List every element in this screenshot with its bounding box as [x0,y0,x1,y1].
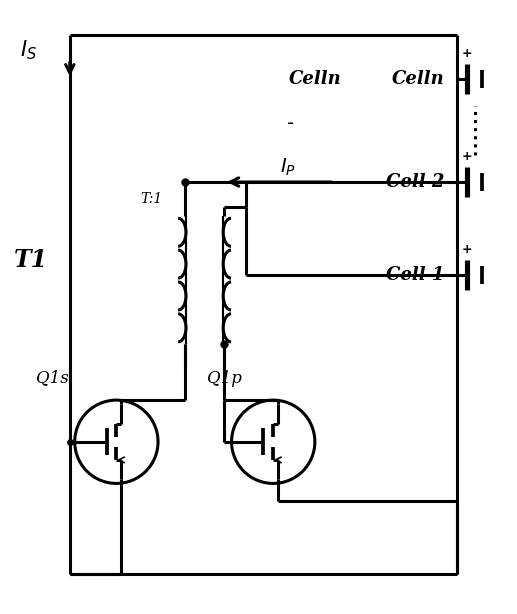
Text: Celln: Celln [289,70,342,88]
Text: Cell 1: Cell 1 [386,266,445,284]
Text: +: + [462,243,472,256]
Text: Celln: Celln [392,70,445,88]
Text: $I_S$: $I_S$ [20,38,37,61]
Text: Q1s: Q1s [36,370,69,387]
Text: Cell 2: Cell 2 [386,173,445,191]
Text: -: - [287,114,294,133]
Text: Q1p: Q1p [207,370,241,387]
Text: $I_P$: $I_P$ [280,157,296,178]
Text: T1: T1 [13,249,48,273]
Text: T:1: T:1 [141,192,163,206]
Text: +: + [462,47,472,60]
Text: +: + [462,150,472,163]
